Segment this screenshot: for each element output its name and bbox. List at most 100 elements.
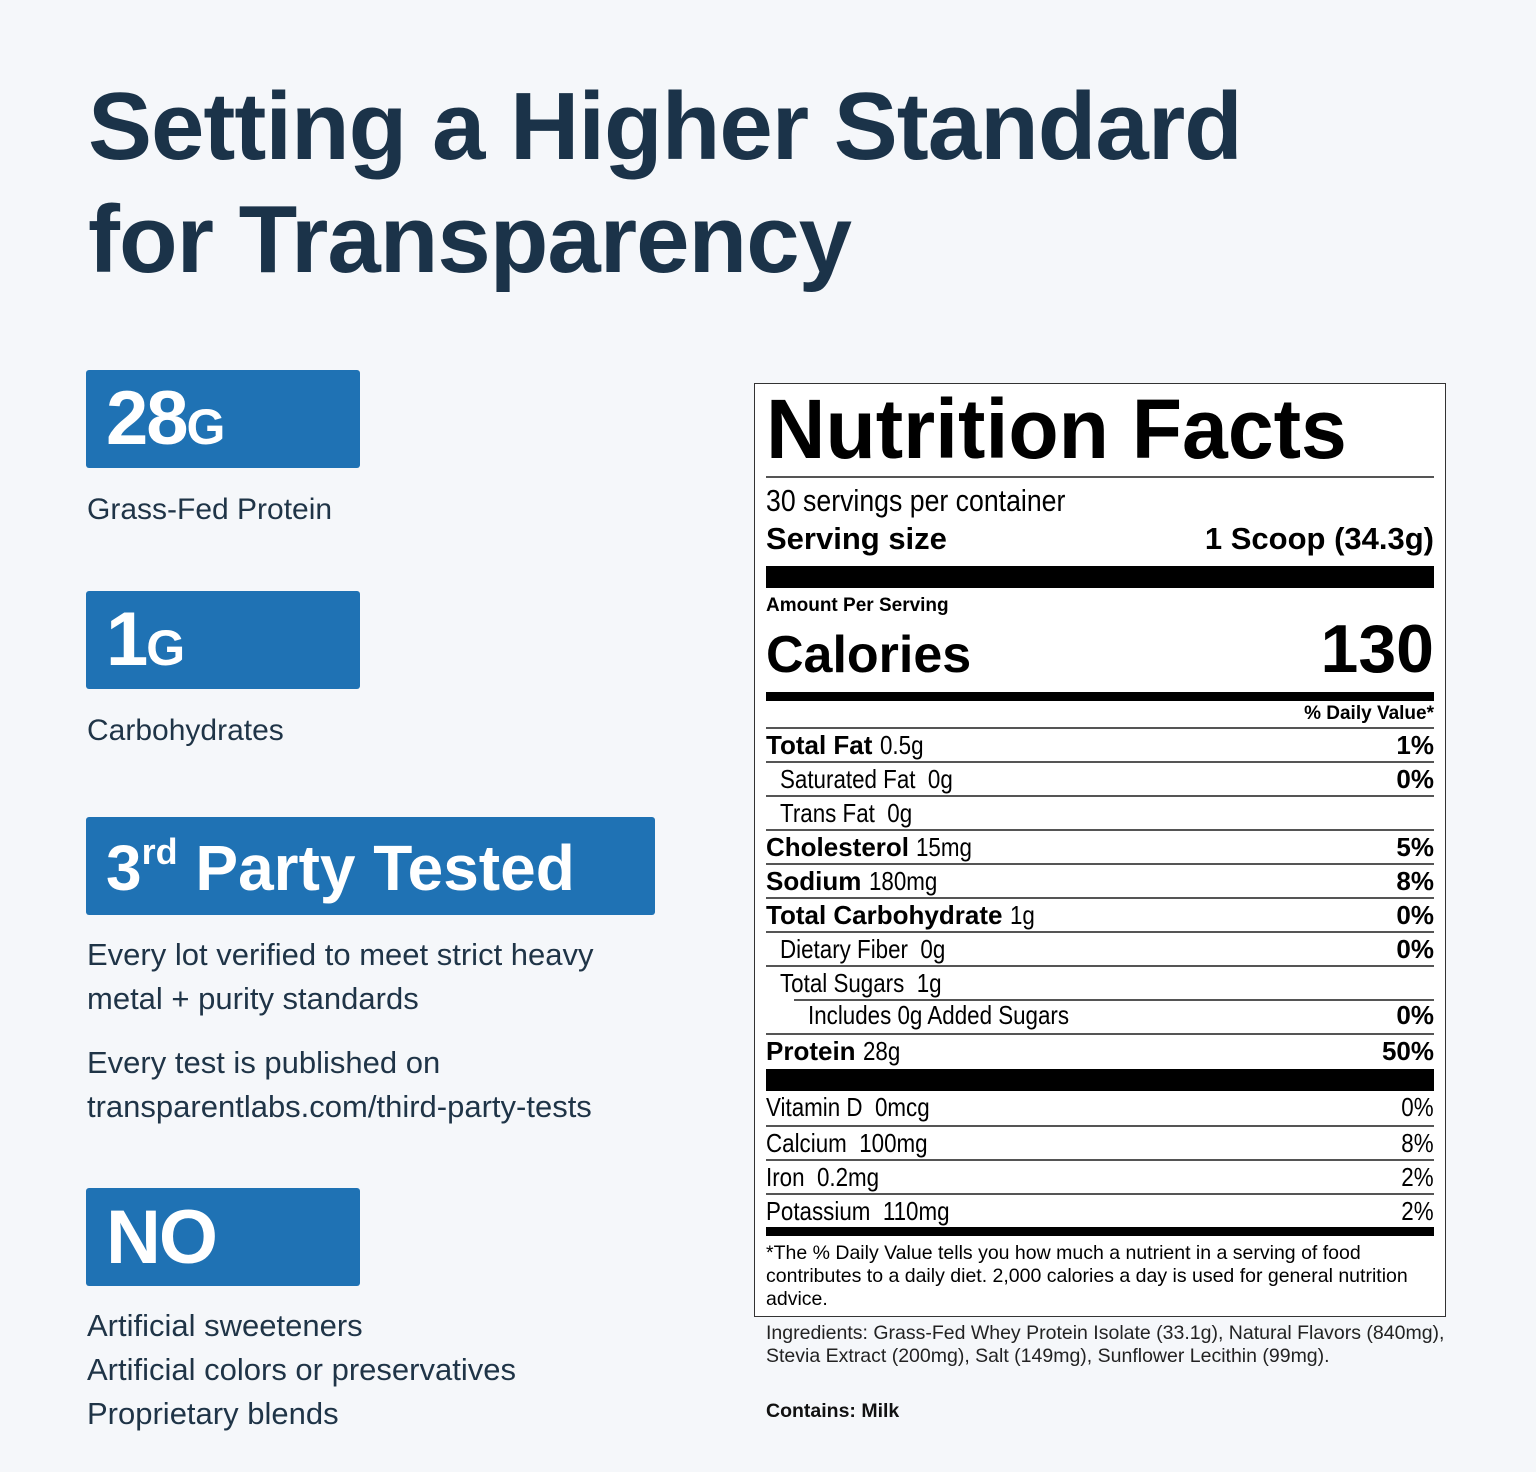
third-party-caption-line-1: Every lot verified to meet strict heavy: [87, 937, 594, 972]
carbs-caption: Carbohydrates: [87, 714, 284, 747]
vitamin-dv: 2%: [1401, 1196, 1434, 1226]
nutrient-amount: 0g: [927, 764, 953, 794]
nutrient-name: Sodium: [766, 866, 862, 896]
third-party-number: 3: [106, 832, 142, 904]
serving-size-row: Serving size 1 Scoop (34.3g): [766, 520, 1434, 558]
nutrient-row-dietary-fiber: Dietary Fiber 0g 0%: [766, 931, 1434, 965]
nutrient-amount: 1g: [916, 968, 942, 998]
vitamin-name: Iron: [766, 1162, 805, 1192]
serving-size-value: 1 Scoop (34.3g): [1204, 521, 1434, 556]
divider: [766, 476, 1434, 478]
nutrient-dv: 0%: [1396, 764, 1434, 794]
nutrient-row-total-carbohydrate: Total Carbohydrate 1g 0%: [766, 897, 1434, 931]
protein-unit: G: [186, 399, 226, 455]
vitamin-row-vitamin-d: Vitamin D 0mcg 0%: [766, 1091, 1434, 1125]
nutrient-amount: 0g: [920, 934, 946, 964]
ingredients-text: Ingredients: Grass-Fed Whey Protein Isol…: [766, 1322, 1445, 1367]
nutrition-facts-title: Nutrition Facts: [766, 382, 1347, 476]
calories-row: Calories 130: [766, 611, 1434, 687]
nutrient-amount: 15mg: [916, 832, 973, 862]
vitamin-dv: 8%: [1401, 1128, 1434, 1158]
nutrient-amount: 180mg: [868, 866, 937, 896]
nutrient-name: Cholesterol: [766, 832, 910, 862]
amount-per-serving: Amount Per Serving: [766, 595, 949, 616]
vitamin-dv: 0%: [1401, 1092, 1434, 1122]
vitamin-amount: 100mg: [859, 1128, 928, 1158]
servings-per-container: 30 servings per container: [766, 483, 1066, 518]
daily-value-footnote: *The % Daily Value tells you how much a …: [766, 1242, 1408, 1310]
nutrient-row-total-sugars: Total Sugars 1g: [766, 965, 1434, 999]
nutrient-amount: 28g: [862, 1036, 901, 1066]
third-party-superscript: rd: [141, 831, 178, 872]
calories-label: Calories: [766, 626, 972, 684]
vitamin-list: Vitamin D 0mcg 0% Calcium 100mg 8% Iron …: [766, 1091, 1434, 1227]
nutrition-facts-label: Nutrition Facts 30 servings per containe…: [754, 383, 1446, 1317]
carbs-unit: G: [146, 620, 186, 676]
nutrient-amount: 0g: [887, 798, 913, 828]
serving-size-label: Serving size: [766, 521, 947, 556]
page-title-line-1: Setting a Higher Standard: [88, 73, 1243, 180]
vitamin-name: Potassium: [766, 1196, 871, 1226]
page-title: Setting a Higher Standard for Transparen…: [88, 70, 1243, 296]
allergen-contains: Contains: Milk: [766, 1400, 900, 1422]
no-value: NO: [106, 1195, 218, 1280]
nutrient-name: Total Sugars: [780, 968, 905, 998]
nutrient-dv: 0%: [1396, 1000, 1434, 1030]
carbs-value: 1: [106, 597, 148, 682]
nutrient-name: Total Fat: [766, 730, 873, 760]
calories-value: 130: [1320, 611, 1434, 687]
nutrient-row-trans-fat: Trans Fat 0g: [766, 795, 1434, 829]
nutrient-row-total-fat: Total Fat 0.5g 1%: [766, 727, 1434, 761]
nutrient-row-saturated-fat: Saturated Fat 0g 0%: [766, 761, 1434, 795]
nutrient-name: Total Carbohydrate: [766, 900, 1003, 930]
protein-value: 28: [106, 376, 189, 461]
vitamin-amount: 0mcg: [874, 1092, 930, 1122]
nutrient-row-sodium: Sodium 180mg 8%: [766, 863, 1434, 897]
nutrient-name: Protein: [766, 1036, 856, 1066]
protein-caption: Grass-Fed Protein: [87, 493, 333, 526]
protein-badge: 28G: [86, 370, 360, 468]
no-badge: NO: [86, 1188, 360, 1286]
published-tests-caption: Every test is published on transparentla…: [87, 1041, 592, 1129]
nutrient-amount: 1g: [1009, 900, 1035, 930]
nutrient-dv: 8%: [1396, 866, 1434, 896]
no-caption-list: Artificial sweeteners Artificial colors …: [87, 1304, 516, 1436]
nutrient-dv: 0%: [1396, 900, 1434, 930]
third-party-label: Party Tested: [177, 832, 575, 904]
vitamin-amount: 110mg: [882, 1196, 950, 1226]
published-tests-url: transparentlabs.com/third-party-tests: [87, 1089, 592, 1124]
vitamin-row-calcium: Calcium 100mg 8%: [766, 1125, 1434, 1159]
no-item-artificial-colors: Artificial colors or preservatives: [87, 1352, 516, 1387]
nutrient-list: Total Fat 0.5g 1% Saturated Fat 0g 0% Tr…: [766, 727, 1434, 1067]
page-title-line-2: for Transparency: [88, 186, 852, 293]
carbs-badge: 1G: [86, 591, 360, 689]
nutrient-name: Includes 0g Added Sugars: [808, 1000, 1070, 1030]
vitamin-dv: 2%: [1401, 1162, 1434, 1192]
nutrient-dv: 5%: [1396, 832, 1434, 862]
nutrient-name: Dietary Fiber: [780, 934, 908, 964]
nutrient-dv: 0%: [1396, 934, 1434, 964]
vitamin-name: Vitamin D: [766, 1092, 863, 1122]
vitamin-name: Calcium: [766, 1128, 847, 1158]
nutrient-name: Saturated Fat: [780, 764, 916, 794]
heavy-divider: [766, 566, 1434, 588]
nutrient-row-added-sugars: Includes 0g Added Sugars 0%: [766, 999, 1434, 1033]
nutrient-row-protein: Protein 28g 50%: [766, 1033, 1434, 1067]
daily-value-header: % Daily Value*: [1304, 703, 1434, 724]
heavy-divider: [766, 1069, 1434, 1091]
nutrient-name: Trans Fat: [780, 798, 875, 828]
third-party-tested-badge: 3rd Party Tested: [86, 817, 655, 915]
nutrient-row-cholesterol: Cholesterol 15mg 5%: [766, 829, 1434, 863]
vitamin-row-potassium: Potassium 110mg 2%: [766, 1193, 1434, 1227]
published-tests-line-1: Every test is published on: [87, 1045, 441, 1080]
vitamin-amount: 0.2mg: [816, 1162, 880, 1192]
nutrient-dv: 50%: [1381, 1036, 1434, 1066]
third-party-caption: Every lot verified to meet strict heavy …: [87, 933, 594, 1021]
nutrient-amount: 0.5g: [879, 730, 924, 760]
third-party-caption-line-2: metal + purity standards: [87, 981, 419, 1016]
medium-divider: [766, 692, 1434, 701]
no-item-artificial-sweeteners: Artificial sweeteners: [87, 1308, 363, 1343]
medium-divider: [766, 1227, 1434, 1236]
no-item-proprietary-blends: Proprietary blends: [87, 1396, 339, 1431]
nutrient-dv: 1%: [1396, 730, 1434, 760]
